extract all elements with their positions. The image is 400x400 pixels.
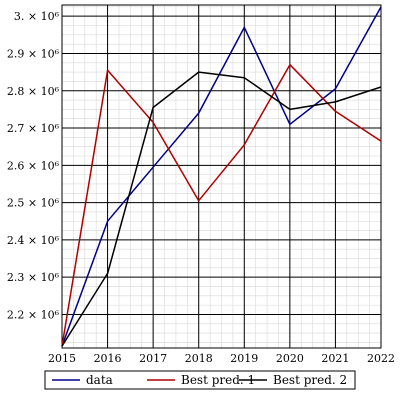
y-tick-label: 2.3 × 10⁶ [7, 271, 60, 284]
grid [61, 5, 382, 348]
x-axis: 2015 2016 2017 2018 2019 2020 2021 2022 [48, 352, 395, 365]
x-tick-label: 2019 [230, 352, 258, 365]
legend: data Best pred. 1 Best pred. 2 [44, 370, 356, 390]
x-tick-label: 2021 [321, 352, 349, 365]
x-tick-label: 2017 [139, 352, 167, 365]
legend-label: Best pred. 1 [181, 373, 255, 387]
x-tick-label: 2015 [48, 352, 76, 365]
legend-box [44, 370, 356, 390]
series-line-3 [61, 71, 382, 347]
y-tick-label: 2.5 × 10⁶ [7, 197, 60, 210]
legend-label: Best pred. 2 [273, 373, 347, 387]
x-tick-label: 2016 [94, 352, 122, 365]
x-tick-label: 2020 [276, 352, 304, 365]
series-line-1 [61, 6, 382, 347]
x-tick-label: 2022 [367, 352, 395, 365]
y-tick-label: 2.8 × 10⁶ [7, 85, 60, 98]
x-tick-label: 2018 [185, 352, 213, 365]
plot-frame [61, 4, 382, 349]
y-tick-label: 2.7 × 10⁶ [7, 122, 60, 135]
y-tick-label: 2.2 × 10⁶ [7, 308, 60, 321]
y-tick-label: 2.4 × 10⁶ [7, 234, 60, 247]
y-tick-label: 2.6 × 10⁶ [7, 159, 60, 172]
y-axis: 2.2 × 10⁶ 2.3 × 10⁶ 2.4 × 10⁶ 2.5 × 10⁶ 2.6 … [7, 10, 60, 321]
series-lines [61, 6, 382, 347]
legend-label: data [86, 373, 113, 387]
y-tick-label: 3. × 10⁶ [14, 10, 60, 23]
y-tick-label: 2.9 × 10⁶ [7, 47, 60, 60]
